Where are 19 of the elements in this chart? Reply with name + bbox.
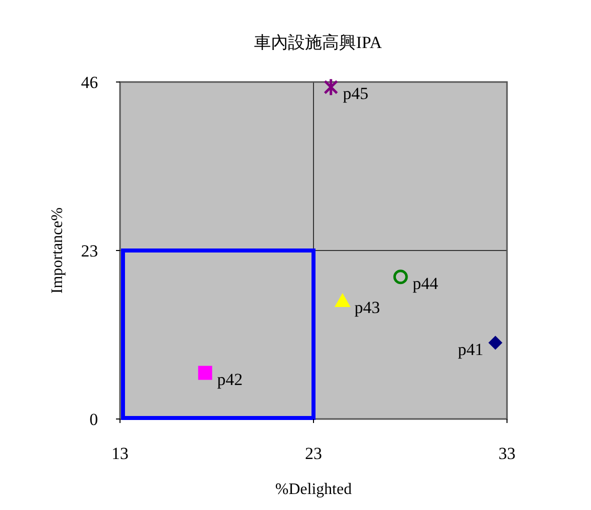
point [393, 270, 408, 284]
series-label: p44 [412, 274, 439, 293]
x-tick-label: 33 [498, 444, 516, 463]
point [488, 336, 502, 350]
point [198, 366, 212, 380]
point [324, 78, 338, 96]
series-label: p43 [354, 298, 380, 318]
y-tick-label: 46 [81, 73, 98, 92]
chart-title: 車內設施高興IPA [254, 33, 383, 52]
x-tick-label: 23 [305, 444, 322, 463]
y-tick-label: 0 [90, 410, 98, 429]
y-tick-label: 23 [81, 242, 98, 260]
point [334, 293, 351, 308]
x-axis-title: %Delighted [275, 481, 352, 498]
series-label: p41 [458, 340, 484, 359]
y-axis-title: Importance% [49, 207, 66, 294]
x-tick-label: 13 [112, 444, 128, 463]
series-label: p42 [217, 370, 243, 389]
series-label: p45 [342, 84, 368, 104]
